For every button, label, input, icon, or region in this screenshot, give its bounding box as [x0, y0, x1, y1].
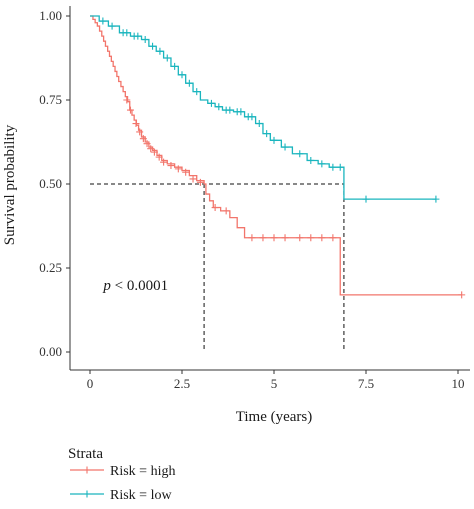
censor-mark [155, 153, 163, 161]
censor-mark [307, 156, 315, 164]
x-tick-label: 10 [452, 376, 465, 391]
series-line-risk-high [90, 15, 462, 296]
censor-mark [196, 178, 204, 186]
censor-mark [123, 29, 131, 37]
censor-mark [185, 79, 193, 87]
censor-mark [123, 96, 131, 104]
legend-censor-mark [83, 490, 91, 498]
censor-mark [259, 234, 267, 242]
legend-label: Risk = low [110, 488, 172, 503]
censor-mark [222, 207, 230, 215]
survival-curves [90, 15, 462, 296]
censor-mark [248, 113, 256, 121]
p-value-annotation: p < 0.0001 [102, 278, 168, 294]
censor-mark [296, 234, 304, 242]
legend-title: Strata [68, 446, 103, 462]
legend: Strata Risk = high Risk = low [68, 446, 175, 503]
censor-mark [226, 106, 234, 114]
censor-mark [143, 140, 151, 148]
censor-mark [362, 195, 370, 203]
censor-mark [163, 54, 171, 62]
p-value-symbol: p [102, 278, 111, 294]
censor-mark [281, 234, 289, 242]
censor-mark [174, 165, 182, 173]
censor-mark [270, 136, 278, 144]
censor-mark [248, 234, 256, 242]
x-tick-label: 7.5 [358, 376, 374, 391]
censor-mark [263, 130, 271, 138]
legend-entry: Risk = high [70, 464, 175, 479]
x-tick-label: 5 [271, 376, 278, 391]
censor-mark [108, 22, 116, 30]
censor-mark [281, 143, 289, 151]
p-value-text: < 0.0001 [111, 278, 168, 294]
censor-mark [126, 106, 134, 114]
y-tick-label: 1.00 [39, 8, 62, 23]
y-tick-label: 0.50 [39, 176, 62, 191]
censor-mark [156, 47, 164, 55]
censor-mark [171, 62, 179, 70]
legend-entry: Risk = low [70, 488, 172, 503]
legend-entries: Risk = high Risk = low [70, 464, 175, 503]
censor-mark [211, 204, 219, 212]
x-axis-title: Time (years) [236, 409, 313, 425]
censor-mark [329, 234, 337, 242]
censor-mark [296, 150, 304, 158]
censor-mark [136, 128, 144, 136]
censor-mark [207, 99, 215, 107]
censor-mark [318, 160, 326, 168]
axes: 0.00 0.25 0.50 0.75 1.00 0 2.5 5 7.5 10 [39, 6, 470, 391]
y-axis-title: Survival probability [2, 124, 18, 245]
censor-mark [329, 163, 337, 171]
y-tick-label: 0.25 [39, 260, 62, 275]
censor-mark [134, 32, 142, 40]
x-tick-label: 0 [87, 376, 94, 391]
censor-mark [215, 103, 223, 111]
censor-marks [99, 17, 466, 299]
legend-censor-mark [83, 466, 91, 474]
y-tick-label: 0.00 [39, 344, 62, 359]
censor-mark [318, 234, 326, 242]
censor-mark [182, 168, 190, 176]
censor-mark [189, 175, 197, 183]
censor-mark [149, 42, 157, 50]
censor-mark [132, 120, 140, 128]
censor-mark [178, 71, 186, 79]
censor-mark [139, 135, 147, 143]
censor-mark [237, 108, 245, 116]
censor-mark [432, 195, 440, 203]
series-line-risk-low [90, 15, 436, 200]
y-tick-label: 0.75 [39, 92, 62, 107]
censor-mark [307, 234, 315, 242]
x-tick-label: 2.5 [174, 376, 190, 391]
censor-mark [193, 88, 201, 96]
censor-mark [270, 234, 278, 242]
censor-mark [160, 158, 168, 166]
censor-mark [150, 148, 158, 156]
censor-mark [99, 17, 107, 25]
censor-mark [141, 36, 149, 44]
censor-mark [147, 145, 155, 153]
censor-mark [167, 162, 175, 170]
legend-label: Risk = high [110, 464, 175, 479]
censor-mark [255, 120, 263, 128]
censor-mark [458, 291, 466, 299]
censor-mark [336, 163, 344, 171]
median-reference-lines [90, 183, 345, 352]
